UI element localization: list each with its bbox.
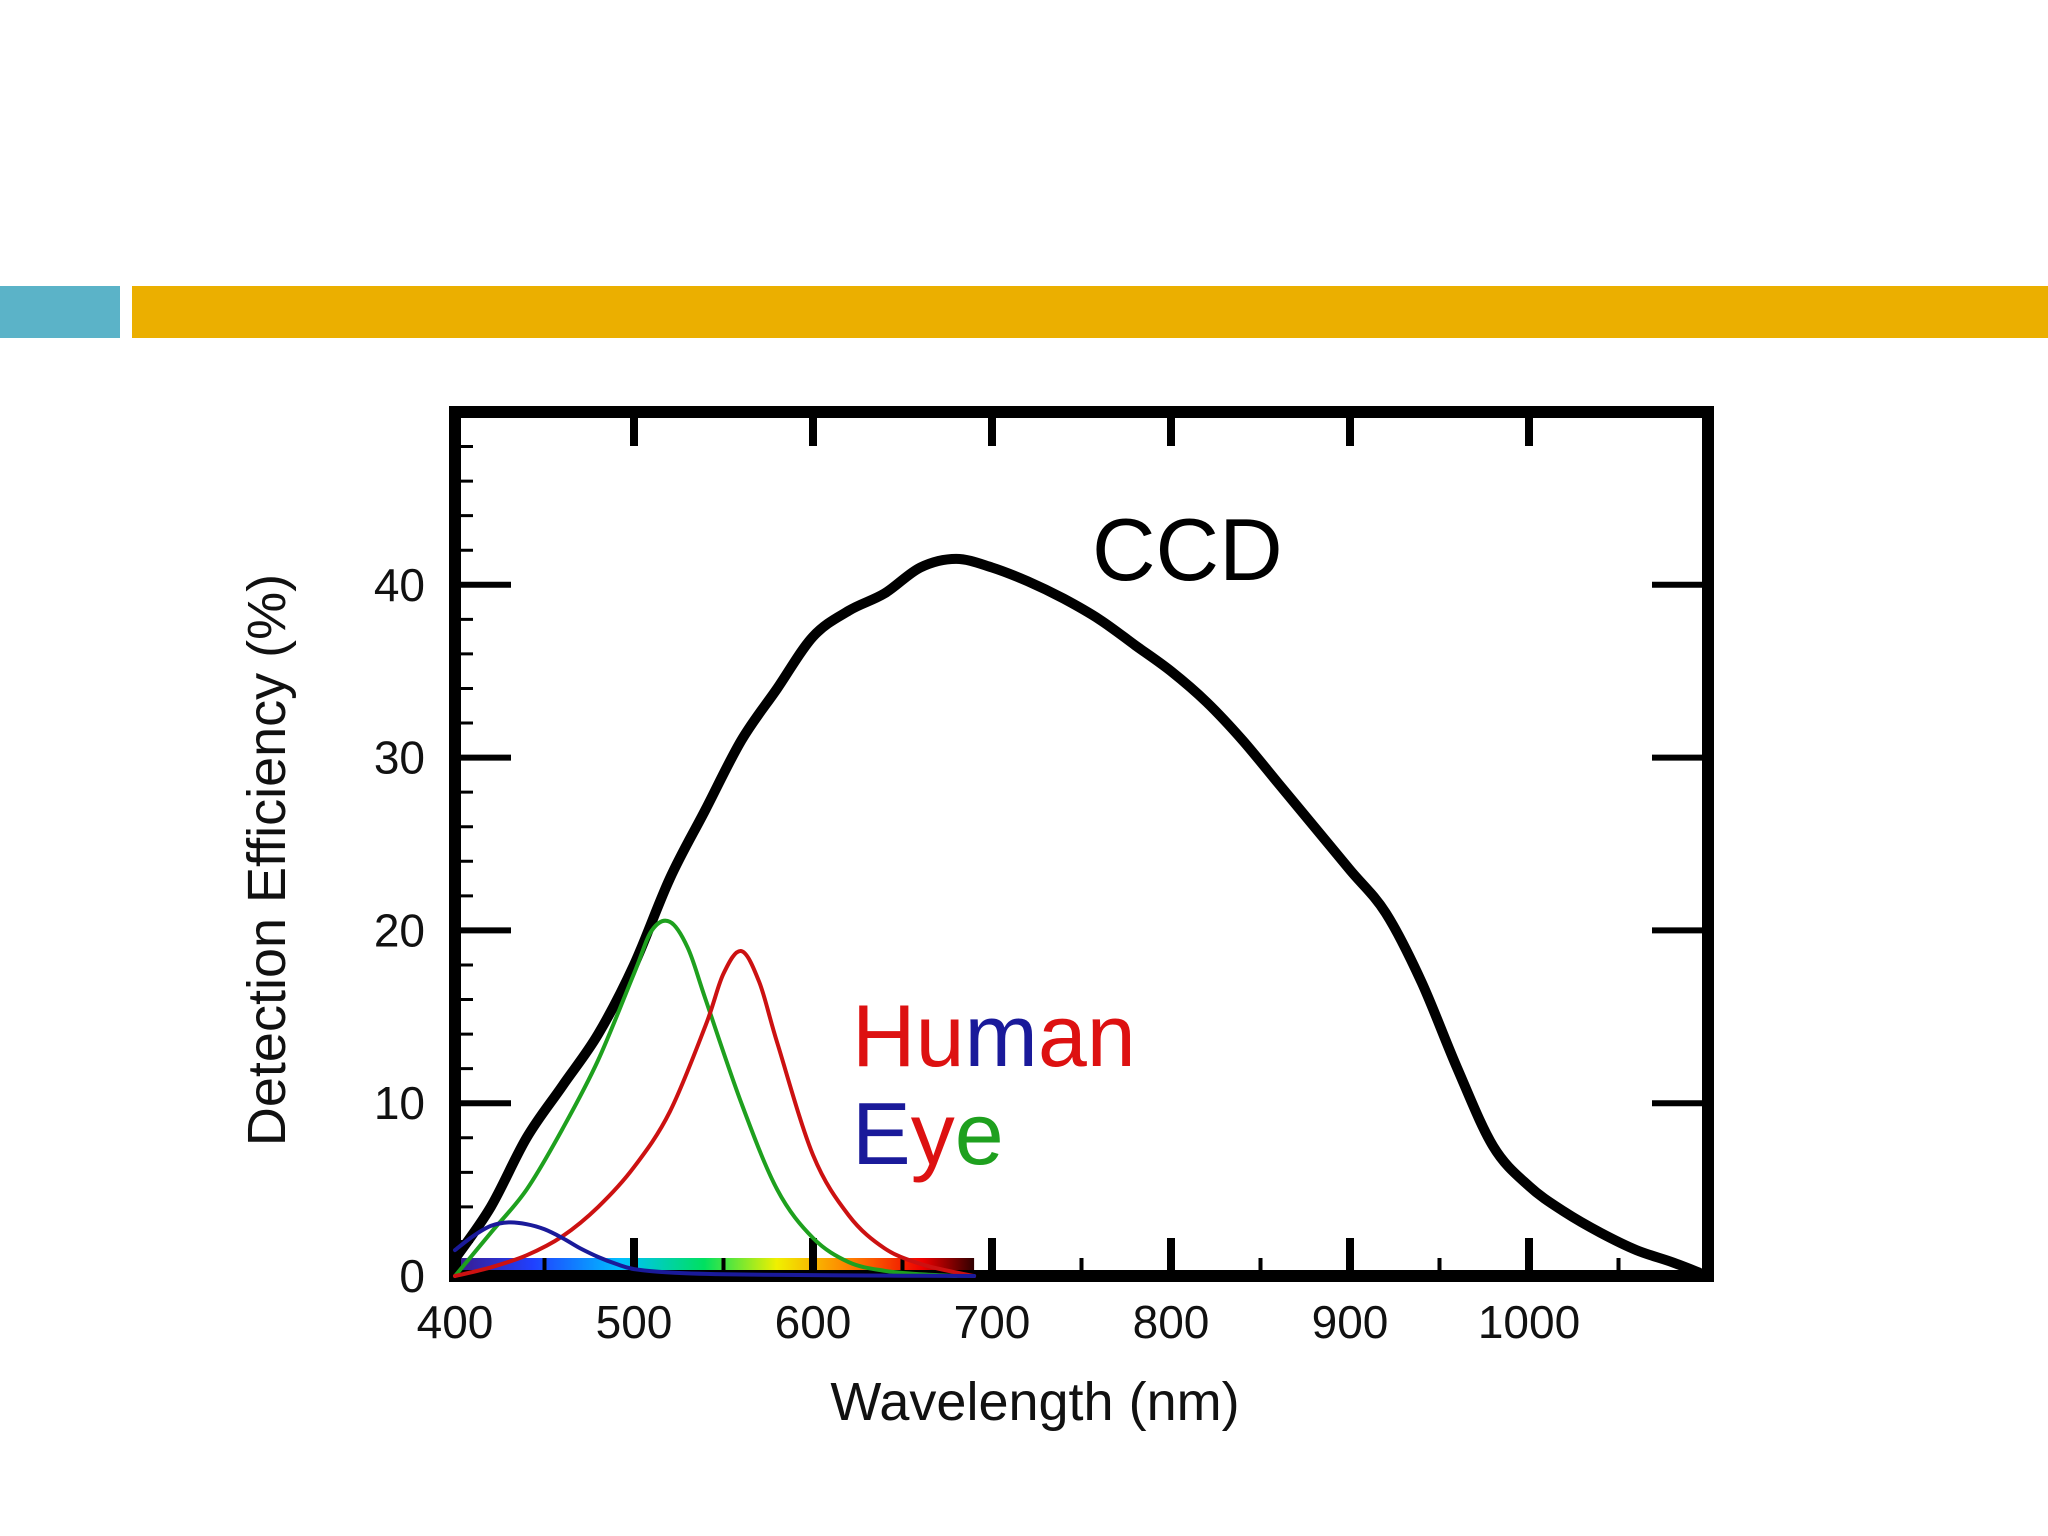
x-tick-label: 900 — [1312, 1296, 1389, 1348]
green-cone-curve — [453, 918, 959, 1278]
human-letter-h: H — [852, 986, 916, 1085]
human-label: Human — [852, 986, 1136, 1085]
plot-frame — [449, 406, 1714, 1282]
human-letter-a: a — [1038, 986, 1087, 1085]
y-tick-label: 30 — [374, 732, 425, 784]
blue-cone-curve — [453, 1220, 977, 1278]
eye-letter-y: y — [911, 1084, 955, 1183]
x-tick-label: 600 — [775, 1296, 852, 1348]
y-tick-label: 10 — [374, 1077, 425, 1129]
eye-letter-e2: e — [955, 1084, 1004, 1183]
eye-letter-e: E — [852, 1084, 911, 1183]
y-tick-label: 20 — [374, 904, 425, 956]
human-letter-n: n — [1087, 986, 1136, 1085]
ccd-curve — [450, 553, 1704, 1278]
eye-label: Eye — [852, 1084, 1004, 1183]
x-tick-label: 700 — [954, 1296, 1031, 1348]
y-tick-label: 0 — [399, 1250, 425, 1302]
x-tick-label: 800 — [1133, 1296, 1210, 1348]
accent-bar-left — [0, 286, 120, 338]
x-tick-label: 1000 — [1478, 1296, 1580, 1348]
accent-bar-right — [132, 286, 2048, 338]
x-tick-label: 400 — [417, 1296, 494, 1348]
human-letter-u: u — [916, 986, 965, 1085]
y-tick-label: 40 — [374, 559, 425, 611]
x-tick-label: 500 — [596, 1296, 673, 1348]
x-axis-title: Wavelength (nm) — [830, 1372, 1239, 1432]
ccd-label: CCD — [1092, 500, 1283, 599]
human-letter-m: m — [965, 986, 1038, 1085]
y-axis-title: Detection Efficiency (%) — [237, 574, 297, 1146]
